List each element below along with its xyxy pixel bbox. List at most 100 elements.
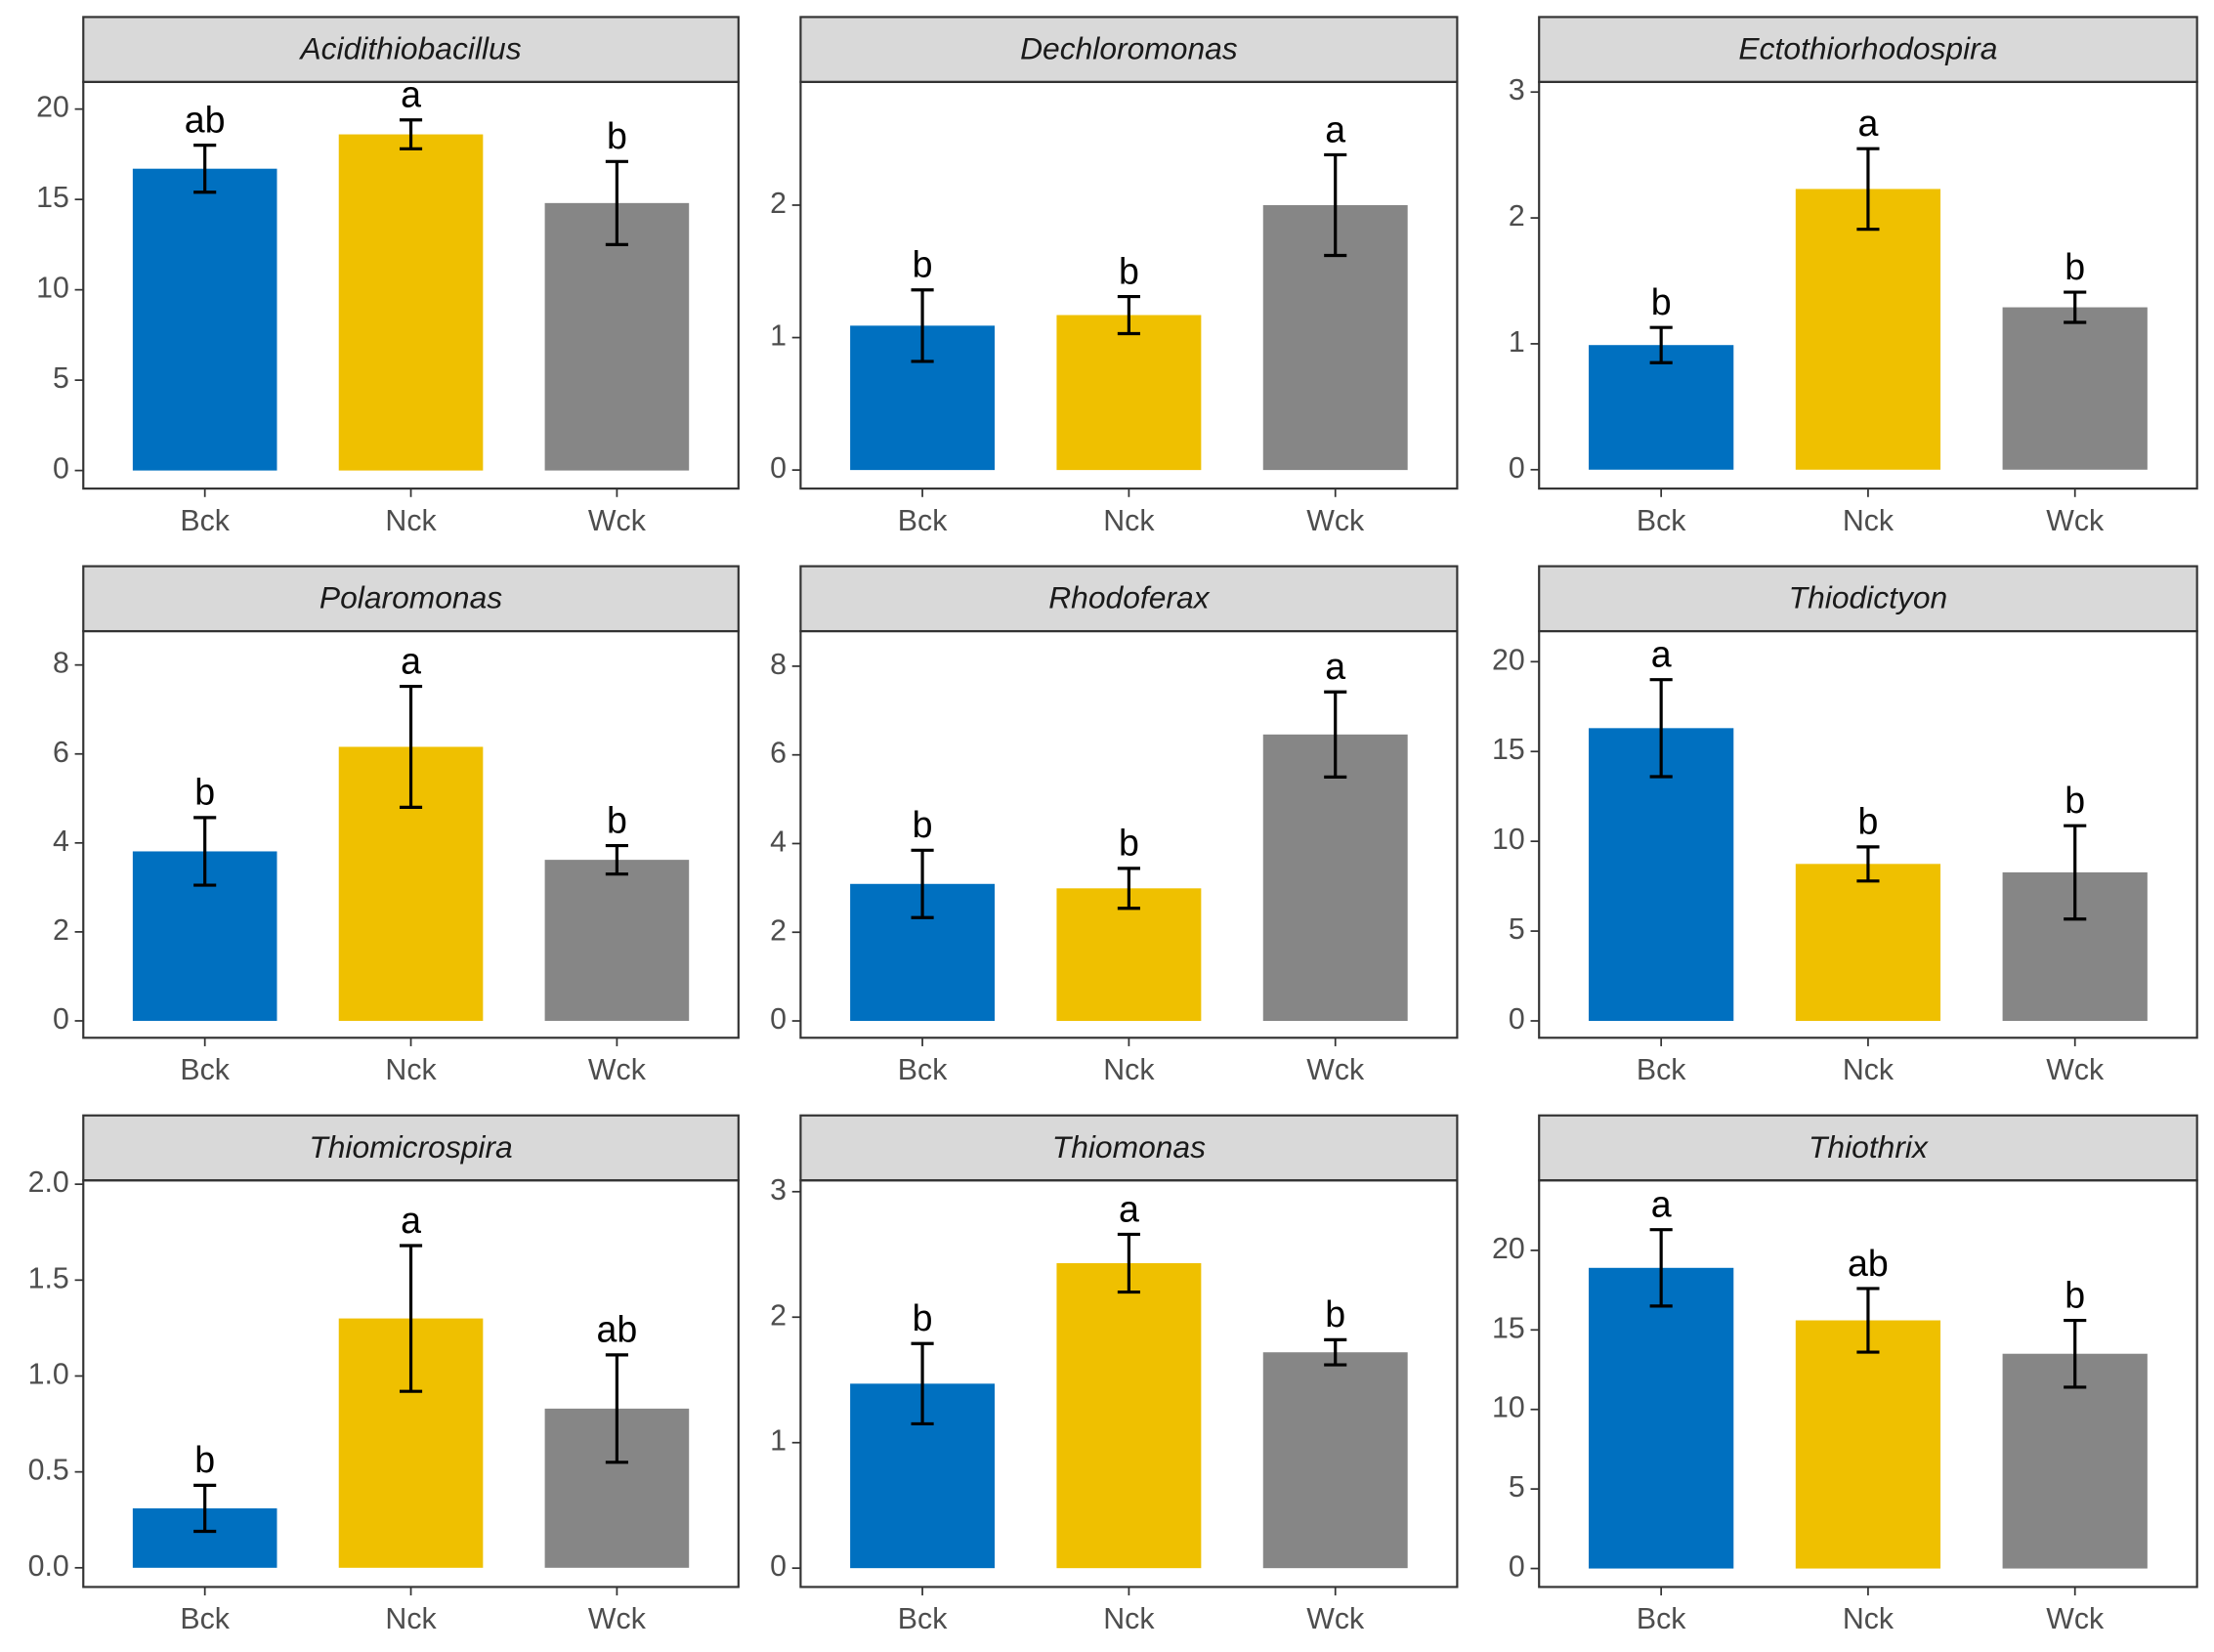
significance-letter: a (401, 640, 421, 681)
y-tick-label: 0 (53, 453, 69, 486)
panel-title: Thiomonas (1052, 1129, 1206, 1165)
y-tick-label: 6 (770, 738, 787, 770)
x-tick-label: Nck (385, 505, 437, 537)
x-tick-label: Nck (1103, 1603, 1155, 1635)
significance-letter: b (1119, 250, 1139, 291)
bar (338, 134, 484, 471)
panel-border (799, 80, 1459, 490)
x-tick-label: Wck (1306, 505, 1365, 537)
y-tick-label: 20 (36, 92, 69, 124)
x-tick-label: Wck (1306, 1603, 1365, 1635)
y-tick-label: 0.0 (28, 1550, 69, 1583)
x-tick-label: Bck (1637, 505, 1686, 537)
significance-letter: b (2065, 246, 2085, 287)
error-bar (605, 159, 628, 246)
y-tick-label: 0 (1509, 452, 1525, 485)
significance-letter: a (1325, 646, 1345, 687)
strip-background (82, 1114, 740, 1182)
panel-border (1538, 80, 2198, 490)
y-tick-label: 5 (1509, 1471, 1525, 1504)
x-tick-label: Nck (1843, 1054, 1895, 1086)
error-bar (911, 288, 934, 363)
bar (2002, 307, 2148, 470)
error-bar (1117, 867, 1140, 911)
panel-border (82, 629, 740, 1039)
x-tick-label: Bck (1637, 1603, 1686, 1635)
bar (1589, 345, 1734, 470)
y-tick-label: 5 (53, 362, 69, 395)
significance-letter: a (1651, 1184, 1672, 1225)
x-tick-label: Bck (180, 1054, 230, 1086)
error-bar (399, 684, 423, 809)
panel-border (82, 80, 740, 490)
y-tick-label: 0 (53, 1003, 69, 1036)
significance-letter: b (913, 1297, 933, 1338)
x-tick-label: Wck (2046, 1603, 2105, 1635)
strip-background (799, 1114, 1459, 1182)
bar (1056, 888, 1202, 1022)
panel-title: Polaromonas (319, 580, 502, 615)
error-bar (605, 843, 628, 876)
y-tick-label: 1 (770, 1425, 787, 1458)
error-bar (193, 1483, 217, 1534)
y-tick-label: 2 (770, 1299, 787, 1332)
x-tick-label: Wck (588, 505, 647, 537)
y-tick-label: 0 (1509, 1003, 1525, 1036)
y-tick-label: 15 (36, 182, 69, 214)
significance-letter: b (1857, 801, 1878, 842)
bar (1795, 864, 1941, 1021)
y-tick-label: 15 (1492, 734, 1525, 766)
x-tick-label: Nck (1843, 505, 1895, 537)
y-tick-label: 0 (770, 452, 787, 485)
panel-title: Dechloromonas (1020, 31, 1238, 66)
y-tick-label: 8 (770, 649, 787, 681)
bar (1056, 1263, 1202, 1569)
x-tick-label: Nck (1103, 505, 1155, 537)
panel-title: Acidithiobacillus (298, 31, 521, 66)
strip-background (1538, 565, 2198, 633)
panel-border (1538, 1179, 2198, 1588)
y-tick-label: 0.5 (28, 1455, 69, 1487)
bar (2002, 1353, 2148, 1569)
strip-background (799, 565, 1459, 633)
strip-background (1538, 1114, 2198, 1182)
error-bar (1856, 147, 1880, 232)
x-tick-label: Wck (588, 1054, 647, 1086)
panel-title: Thiomicrospira (309, 1129, 512, 1165)
y-tick-label: 1 (770, 320, 787, 353)
y-tick-label: 4 (770, 826, 787, 858)
error-bar (2064, 290, 2087, 324)
y-tick-label: 10 (1492, 1392, 1525, 1424)
y-tick-label: 8 (53, 648, 69, 680)
x-tick-label: Wck (588, 1603, 647, 1635)
y-tick-label: 1.0 (28, 1358, 69, 1390)
bar (1795, 189, 1941, 470)
significance-letter: b (1651, 281, 1672, 322)
error-bar (399, 1244, 423, 1393)
x-tick-label: Bck (898, 505, 948, 537)
y-tick-label: 6 (53, 737, 69, 769)
significance-letter: b (2065, 780, 2085, 821)
y-tick-label: 2 (770, 914, 787, 947)
x-tick-label: Nck (385, 1054, 437, 1086)
y-tick-label: 4 (53, 826, 69, 858)
error-bar (1856, 845, 1880, 883)
panel-title: Thiothrix (1809, 1129, 1929, 1165)
significance-letter: a (401, 74, 421, 115)
panel-border (799, 1179, 1459, 1588)
strip-background (82, 565, 740, 633)
y-tick-label: 5 (1509, 913, 1525, 946)
y-tick-label: 2 (770, 188, 787, 220)
panel-border (1538, 629, 2198, 1039)
error-bar (1324, 1337, 1347, 1367)
significance-letter: b (913, 244, 933, 285)
significance-letter: b (194, 1439, 215, 1480)
x-tick-label: Wck (2046, 1054, 2105, 1086)
y-tick-label: 20 (1492, 644, 1525, 676)
bar (1795, 1320, 1941, 1569)
error-bar (1117, 294, 1140, 336)
x-tick-label: Nck (385, 1603, 437, 1635)
x-tick-label: Bck (898, 1603, 948, 1635)
y-tick-label: 20 (1492, 1233, 1525, 1265)
